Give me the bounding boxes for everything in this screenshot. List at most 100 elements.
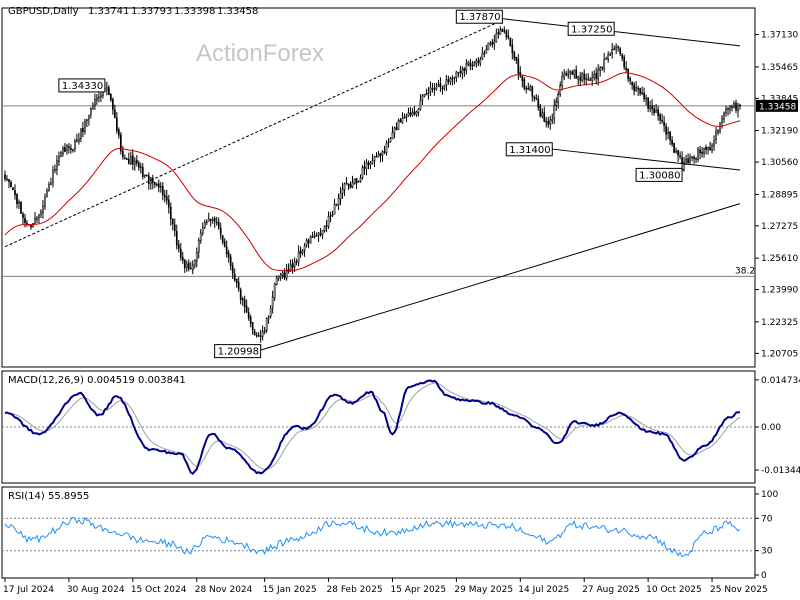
candle-body xyxy=(54,169,56,171)
candle-body xyxy=(72,148,74,151)
candle-body xyxy=(539,106,542,117)
candle-body xyxy=(36,216,38,220)
candle-body xyxy=(66,145,68,151)
candle-body xyxy=(363,166,366,169)
candle-body xyxy=(42,205,44,213)
candle-body xyxy=(389,138,392,143)
candle-body xyxy=(183,259,186,268)
candle-body xyxy=(611,49,614,54)
candle-body xyxy=(599,67,602,72)
candle-body xyxy=(335,204,338,206)
candle-body xyxy=(90,108,92,115)
candle-body xyxy=(507,35,510,38)
candle-body xyxy=(421,95,424,101)
candle-body xyxy=(203,222,206,228)
candle-body xyxy=(32,223,34,228)
candle-body xyxy=(327,215,330,227)
candle-body xyxy=(595,73,598,79)
trendline-3 xyxy=(502,18,741,47)
trendline-4 xyxy=(548,148,741,171)
candle-body xyxy=(129,156,132,165)
candle-body xyxy=(641,92,643,95)
candle-body xyxy=(255,334,258,337)
swing-label-text: 1.31400 xyxy=(509,145,550,156)
candle-body xyxy=(549,119,552,125)
candle-body xyxy=(643,92,645,100)
candle-body xyxy=(461,68,464,74)
candle-body xyxy=(125,158,128,160)
swing-label-box xyxy=(455,9,503,24)
candle-body xyxy=(133,160,136,165)
current-price-tag-text: 1.33458 xyxy=(759,102,796,112)
candle-body xyxy=(247,311,250,319)
candle-body xyxy=(403,116,406,119)
candle-body xyxy=(309,236,312,244)
candle-body xyxy=(18,202,20,204)
candle-body xyxy=(349,184,352,189)
candle-body xyxy=(477,60,480,63)
candle-body xyxy=(137,162,140,168)
candle-body xyxy=(40,211,42,215)
candle-body xyxy=(313,235,316,237)
candle-body xyxy=(303,245,306,251)
candle-body xyxy=(639,88,641,94)
candle-body xyxy=(80,128,82,139)
candle-body xyxy=(479,59,482,64)
candle-body xyxy=(473,62,476,66)
candle-body xyxy=(655,109,657,113)
candle-body xyxy=(191,264,194,271)
swing-label-6: 1.30080 xyxy=(635,167,685,182)
candle-body xyxy=(659,114,661,121)
candle-body xyxy=(169,206,172,220)
candle-body xyxy=(435,86,438,89)
candle-body xyxy=(541,112,544,117)
candle-body xyxy=(291,263,294,268)
candle-body xyxy=(555,100,558,107)
macd-panel: 0.014734 0.00 -0.013442 xyxy=(1,370,800,484)
candle-body xyxy=(717,130,719,133)
candle-body xyxy=(209,219,212,221)
price_panel-tick-label: 1.32190 xyxy=(761,126,798,136)
x-tick-label: 10 Oct 2025 xyxy=(646,585,702,595)
candle-body xyxy=(673,142,675,153)
x-tick-label: 15 Jan 2025 xyxy=(263,585,317,595)
candle-body xyxy=(74,140,76,149)
trendline-1 xyxy=(4,19,503,248)
price-panel-frame xyxy=(1,7,756,368)
candle-body xyxy=(237,282,240,290)
candle-body xyxy=(151,177,154,183)
x-tick-label: 27 Aug 2025 xyxy=(582,585,640,595)
candle-body xyxy=(173,224,176,232)
candle-body xyxy=(423,94,426,97)
candle-body xyxy=(267,316,270,319)
candle-body xyxy=(4,174,6,180)
candle-body xyxy=(337,197,340,206)
x-tick-label: 17 Jul 2024 xyxy=(3,585,54,595)
candle-body xyxy=(26,222,28,225)
candle-body xyxy=(579,76,582,81)
candle-body xyxy=(497,32,500,34)
swing-label-box xyxy=(635,167,683,182)
candle-body xyxy=(243,299,246,308)
candle-body xyxy=(311,236,314,238)
swing-label-text: 1.37250 xyxy=(571,24,612,35)
candle-body xyxy=(455,71,458,79)
swing-label-text: 1.34330 xyxy=(62,81,103,92)
candle-body xyxy=(131,155,134,165)
x-tick-label: 14 Jul 2025 xyxy=(518,585,569,595)
candle-body xyxy=(257,335,260,337)
price_panel-tick-label: 1.37130 xyxy=(761,31,798,41)
rsi-line xyxy=(4,516,741,558)
candle-body xyxy=(227,252,230,258)
candle-body xyxy=(679,155,681,158)
candle-body xyxy=(161,186,164,196)
candle-body xyxy=(721,117,723,123)
candle-body xyxy=(603,59,606,69)
open-value: 1.33741 xyxy=(88,6,129,17)
candle-body xyxy=(187,262,190,270)
candle-body xyxy=(697,149,699,160)
candle-body xyxy=(56,160,58,170)
candle-body xyxy=(177,244,180,249)
candle-body xyxy=(709,147,711,151)
candle-body xyxy=(70,147,72,150)
